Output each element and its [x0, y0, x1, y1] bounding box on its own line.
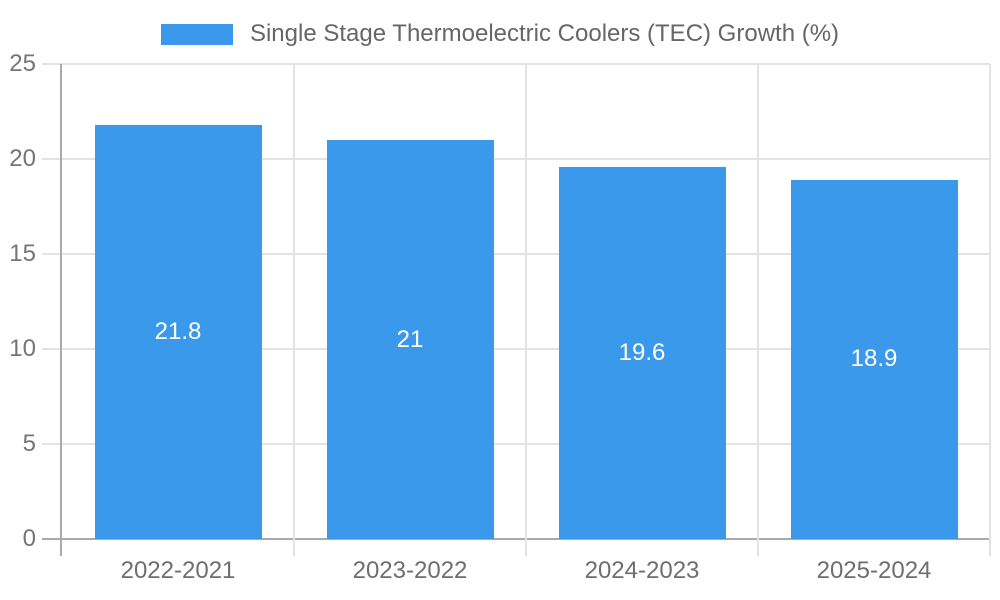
y-tick-mark-10: [42, 348, 62, 350]
plot-area: 0 5 10 15 20 25 21.8 2022-2021 21 2023-2022 19.6 20…: [9, 50, 991, 583]
y-tick-label-10: 10: [9, 335, 36, 362]
bar-value-label: 21: [396, 325, 424, 353]
y-tick-mark-25: [42, 63, 62, 65]
bar-value-label: 18.9: [850, 345, 898, 373]
y-tick-mark-20: [42, 158, 62, 160]
y-tick-mark-15: [42, 253, 62, 255]
y-axis-line: [60, 64, 62, 556]
bar-2022-2021: 21.8: [94, 124, 262, 539]
y-tick-mark-5: [42, 443, 62, 445]
legend-label: Single Stage Thermoelectric Coolers (TEC…: [249, 20, 840, 47]
bar-2024-2023: 19.6: [558, 166, 726, 539]
gridline-x-3: [757, 64, 759, 556]
y-tick-label-20: 20: [9, 145, 36, 172]
gridline-y-25: [62, 63, 990, 65]
gridline-x-2: [525, 64, 527, 556]
y-tick-label-0: 0: [22, 525, 36, 552]
chart-legend: Single Stage Thermoelectric Coolers (TEC…: [0, 20, 1000, 47]
bar-2023-2022: 21: [326, 140, 494, 539]
gridline-x-4: [989, 64, 991, 556]
x-axis-label-2025-2024: 2025-2024: [816, 557, 932, 584]
bar-value-label: 19.6: [618, 338, 666, 366]
x-axis-label-2024-2023: 2024-2023: [584, 557, 700, 584]
bar-value-label: 21.8: [154, 317, 202, 345]
x-axis-label-2022-2021: 2022-2021: [120, 557, 236, 584]
x-axis-label-2023-2022: 2023-2022: [352, 557, 468, 584]
y-tick-label-15: 15: [9, 240, 36, 267]
legend-swatch: [160, 23, 233, 45]
bar-2025-2024: 18.9: [790, 179, 958, 539]
y-tick-label-25: 25: [9, 50, 36, 77]
gridline-x-1: [293, 64, 295, 556]
y-tick-label-5: 5: [22, 430, 36, 457]
